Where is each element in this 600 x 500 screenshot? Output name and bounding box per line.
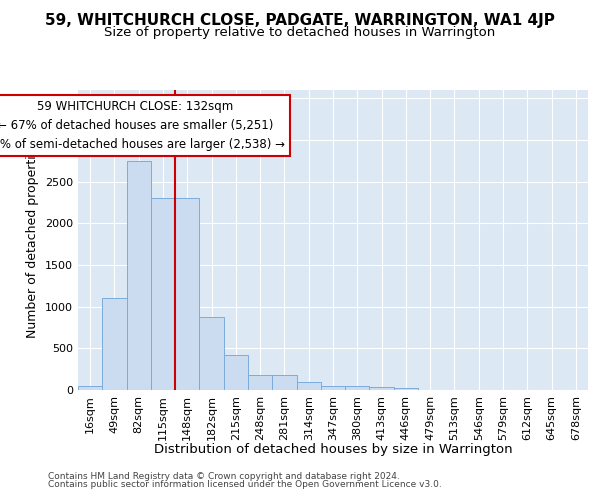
- Bar: [78, 386, 102, 390]
- Y-axis label: Number of detached properties: Number of detached properties: [26, 142, 40, 338]
- Text: Size of property relative to detached houses in Warrington: Size of property relative to detached ho…: [104, 26, 496, 39]
- Bar: [272, 375, 296, 390]
- Text: Distribution of detached houses by size in Warrington: Distribution of detached houses by size …: [154, 442, 512, 456]
- Text: Contains public sector information licensed under the Open Government Licence v3: Contains public sector information licen…: [48, 480, 442, 489]
- Bar: [127, 161, 151, 390]
- Bar: [102, 298, 127, 390]
- Text: 59, WHITCHURCH CLOSE, PADGATE, WARRINGTON, WA1 4JP: 59, WHITCHURCH CLOSE, PADGATE, WARRINGTO…: [45, 12, 555, 28]
- Bar: [151, 198, 175, 390]
- Text: Contains HM Land Registry data © Crown copyright and database right 2024.: Contains HM Land Registry data © Crown c…: [48, 472, 400, 481]
- Bar: [175, 198, 199, 390]
- Bar: [296, 382, 321, 390]
- Bar: [224, 355, 248, 390]
- Bar: [321, 386, 345, 390]
- Text: 59 WHITCHURCH CLOSE: 132sqm
← 67% of detached houses are smaller (5,251)
32% of : 59 WHITCHURCH CLOSE: 132sqm ← 67% of det…: [0, 100, 285, 151]
- Bar: [370, 386, 394, 390]
- Bar: [345, 386, 370, 390]
- Bar: [248, 375, 272, 390]
- Bar: [394, 388, 418, 390]
- Bar: [199, 316, 224, 390]
